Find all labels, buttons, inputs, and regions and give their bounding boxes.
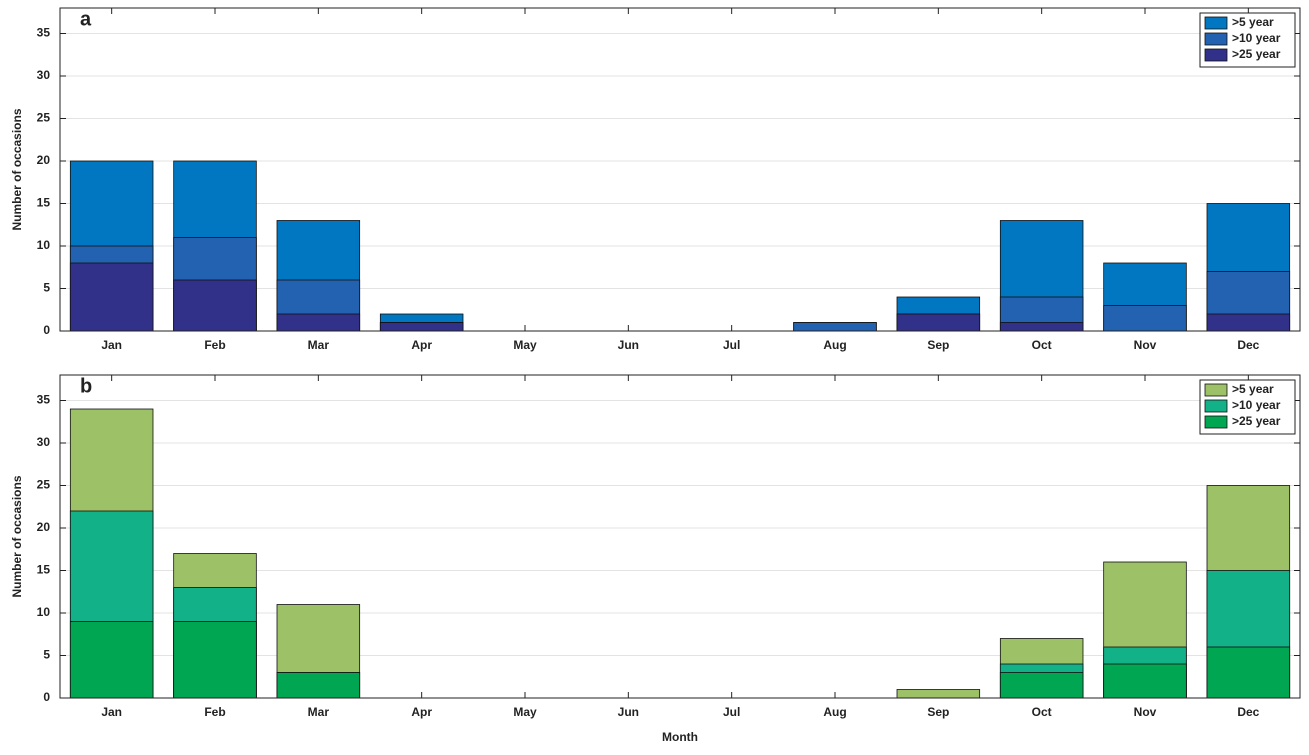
x-tick-label: Jun: [618, 705, 639, 719]
legend-swatch: [1204, 415, 1228, 429]
legend-swatch: [1204, 383, 1228, 397]
x-tick-label: Oct: [1032, 705, 1052, 719]
x-tick-label: May: [513, 338, 537, 352]
x-axis-label: Month: [662, 730, 698, 744]
y-tick-label: 20: [37, 520, 51, 534]
y-tick-label: 0: [43, 323, 50, 337]
bar: [896, 689, 981, 699]
bar: [276, 313, 361, 332]
plot-frame: [59, 7, 1301, 332]
panel-label: a: [80, 8, 92, 30]
x-tick-label: Jul: [723, 705, 740, 719]
x-tick-label: Sep: [927, 705, 949, 719]
x-tick-label: Jan: [101, 338, 122, 352]
bar: [1206, 646, 1291, 699]
x-tick-label: Jun: [618, 338, 639, 352]
y-tick-label: 10: [37, 605, 51, 619]
x-tick-label: Aug: [823, 705, 846, 719]
bar: [999, 672, 1084, 699]
x-tick-label: Oct: [1032, 338, 1052, 352]
y-tick-label: 5: [43, 648, 50, 662]
x-tick-label: Feb: [204, 705, 225, 719]
bar: [793, 322, 877, 332]
y-tick-label: 10: [37, 238, 51, 252]
panel-label: b: [80, 375, 92, 397]
x-tick-label: Sep: [927, 338, 949, 352]
bar: [1103, 305, 1187, 332]
y-tick-label: 25: [37, 111, 51, 125]
legend-label: >25 year: [1232, 414, 1281, 428]
x-tick-label: Jan: [101, 705, 122, 719]
legend-label: >25 year: [1232, 47, 1281, 61]
y-tick-label: 15: [37, 196, 51, 210]
y-tick-label: 15: [37, 563, 51, 577]
legend-label: >10 year: [1232, 398, 1281, 412]
legend-swatch: [1204, 48, 1228, 62]
y-tick-label: 30: [37, 435, 51, 449]
y-tick-label: 30: [37, 68, 51, 82]
legend-label: >5 year: [1232, 382, 1274, 396]
y-tick-label: 0: [43, 690, 50, 704]
x-tick-label: Mar: [308, 705, 330, 719]
y-tick-label: 5: [43, 281, 50, 295]
bar: [1206, 313, 1291, 332]
legend-swatch: [1204, 32, 1228, 46]
y-tick-label: 35: [37, 26, 51, 40]
y-tick-label: 25: [37, 478, 51, 492]
bar: [173, 279, 257, 332]
x-tick-label: Jul: [723, 338, 740, 352]
y-tick-label: 20: [37, 153, 51, 167]
bar: [69, 262, 154, 332]
y-axis-label: Number of occasions: [10, 108, 24, 230]
legend-swatch: [1204, 16, 1228, 30]
x-tick-label: Aug: [823, 338, 846, 352]
bar: [896, 313, 981, 332]
plot-frame: [59, 374, 1301, 699]
legend-label: >5 year: [1232, 15, 1274, 29]
x-tick-label: Apr: [411, 338, 432, 352]
bar: [1103, 663, 1187, 699]
bar: [379, 322, 464, 332]
bar: [999, 322, 1084, 332]
legend-label: >10 year: [1232, 31, 1281, 45]
y-axis-label: Number of occasions: [10, 475, 24, 597]
bar: [173, 621, 257, 699]
legend-swatch: [1204, 399, 1228, 413]
bar: [276, 672, 361, 699]
x-tick-label: May: [513, 705, 537, 719]
x-tick-label: Nov: [1134, 705, 1157, 719]
bar: [69, 621, 154, 699]
x-tick-label: Mar: [308, 338, 330, 352]
x-tick-label: Dec: [1237, 338, 1259, 352]
x-tick-label: Dec: [1237, 705, 1259, 719]
y-tick-label: 35: [37, 393, 51, 407]
x-tick-label: Apr: [411, 705, 432, 719]
x-tick-label: Nov: [1134, 338, 1157, 352]
x-tick-label: Feb: [204, 338, 225, 352]
